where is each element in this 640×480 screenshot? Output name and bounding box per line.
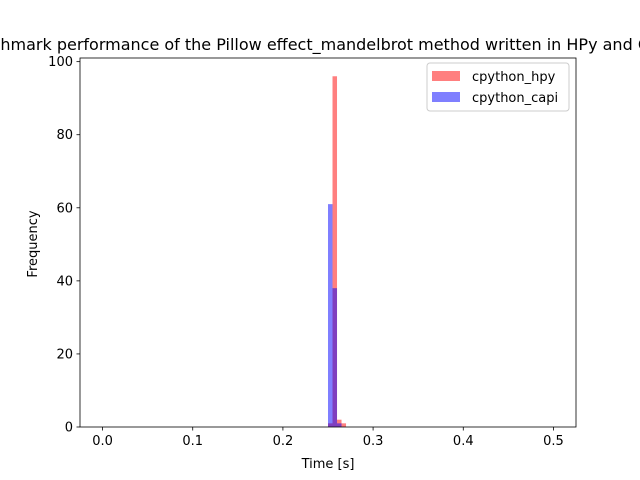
y-tick-label: 0: [65, 421, 73, 436]
legend-label-cpython_hpy: cpython_hpy: [472, 70, 556, 85]
x-tick-label: 0.5: [543, 434, 564, 449]
legend-swatch-cpython_capi: [432, 92, 460, 102]
legend-swatch-cpython_hpy: [432, 71, 460, 81]
legend: cpython_hpy cpython_capi: [426, 62, 570, 112]
y-tick-label: 100: [48, 55, 73, 70]
y-tick-label: 40: [56, 274, 73, 289]
plot-area: 0.0 0.1 0.2 0.3 0.4 0.5 0 20 40 60 80 100: [48, 55, 577, 449]
bar-cpython_hpy-1: [332, 76, 338, 427]
y-tick-label: 20: [56, 347, 73, 362]
x-tick-label: 0.0: [92, 434, 113, 449]
chart-title: Benchmark performance of the Pillow effe…: [0, 35, 640, 55]
bar-cpython_hpy-3: [341, 423, 347, 427]
y-tick-label: 60: [56, 201, 73, 216]
bar-cpython_capi-2: [337, 423, 342, 427]
bar-cpython_capi-0: [328, 204, 333, 427]
x-axis-label: Time [s]: [301, 457, 355, 472]
x-tick-label: 0.4: [453, 434, 474, 449]
x-tick-label: 0.1: [182, 434, 203, 449]
series-cpython_capi: [328, 204, 342, 427]
y-axis-label: Frequency: [26, 210, 41, 277]
axes-frame: [79, 57, 577, 428]
x-tick-label: 0.3: [363, 434, 384, 449]
legend-label-cpython_capi: cpython_capi: [472, 91, 558, 106]
legend-frame: [426, 62, 570, 112]
bar-cpython_capi-1: [332, 288, 338, 427]
x-tick-label: 0.2: [273, 434, 294, 449]
y-tick-label: 80: [56, 128, 73, 143]
